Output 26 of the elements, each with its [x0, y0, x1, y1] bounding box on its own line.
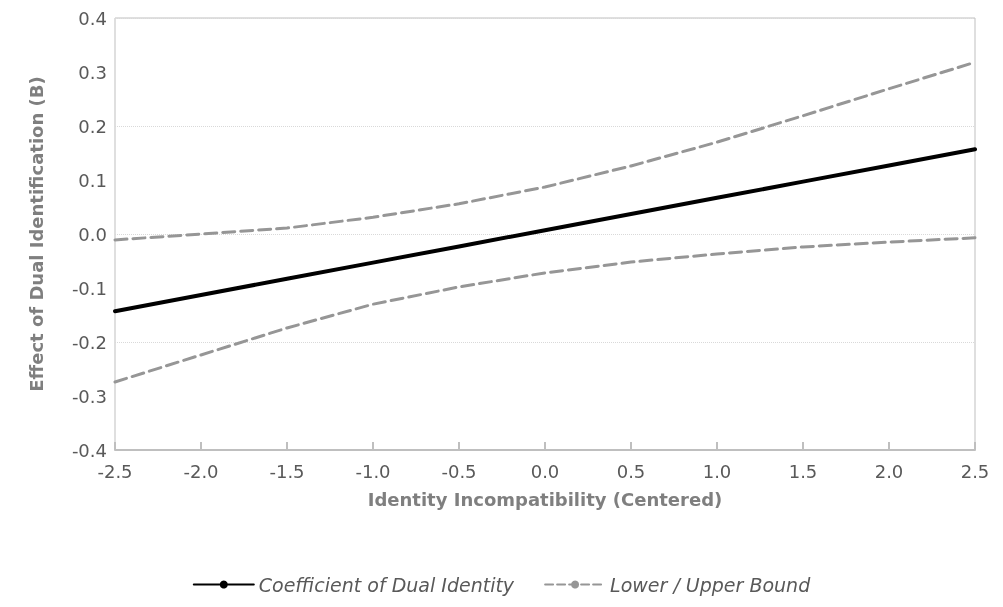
- y-tick-label: -0.2: [71, 331, 107, 353]
- y-tick-label: 0.2: [78, 115, 107, 137]
- y-tick-label: -0.1: [71, 277, 107, 299]
- x-tick-label: 1.5: [788, 460, 818, 482]
- x-tick-label: -0.5: [441, 460, 477, 482]
- x-tick-label: 1.0: [702, 460, 732, 482]
- y-axis-title: Effect of Dual Identification (B): [25, 76, 47, 392]
- line-series: [113, 147, 977, 314]
- y-tick-label: -0.4: [71, 439, 107, 461]
- y-tick-label: 0.3: [78, 61, 107, 83]
- x-tick-label: -2.0: [183, 460, 219, 482]
- line-series: [113, 236, 977, 384]
- y-tick-label: 0.4: [78, 7, 107, 29]
- y-tick-label: 0.0: [78, 223, 107, 245]
- legend-label: Lower / Upper Bound: [610, 573, 812, 596]
- y-tick-label: -0.3: [71, 385, 107, 407]
- x-tick-label: -1.0: [355, 460, 391, 482]
- x-tick-label: 2.0: [874, 460, 904, 482]
- x-axis-title: Identity Incompatibility (Centered): [367, 488, 723, 510]
- y-tick-label: 0.1: [78, 169, 107, 191]
- x-tick-label: -2.5: [97, 460, 133, 482]
- x-tick-label: 2.5: [960, 460, 990, 482]
- legend-label: Coefficient of Dual Identity: [258, 573, 515, 596]
- x-tick-label: 0.0: [530, 460, 560, 482]
- x-tick-label: 0.5: [616, 460, 646, 482]
- x-tick-label: -1.5: [269, 460, 305, 482]
